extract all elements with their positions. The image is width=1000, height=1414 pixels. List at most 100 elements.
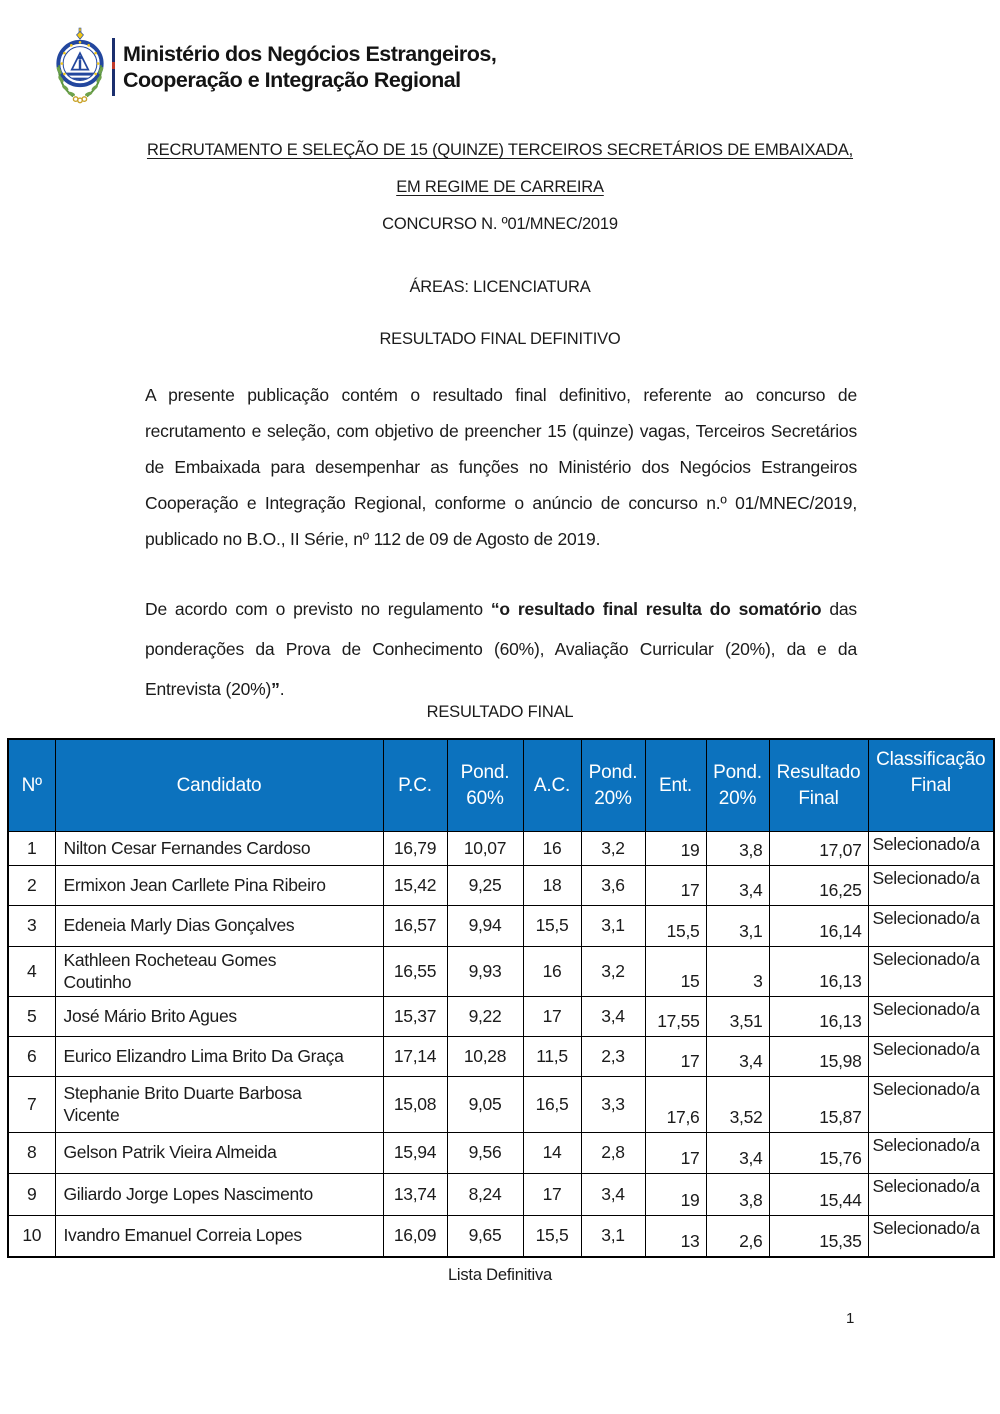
cell-resultado: 16,13 bbox=[768, 946, 869, 997]
cell-resultado: 16,13 bbox=[768, 996, 869, 1037]
cell-pond20b: 3,51 bbox=[705, 996, 770, 1037]
resultado-final-heading: RESULTADO FINAL bbox=[426, 703, 574, 721]
cell-classificacao: Selecionado/a bbox=[867, 1076, 995, 1133]
table-row: 1 Nilton Cesar Fernandes Cardoso 16,79 10,0… bbox=[7, 831, 995, 866]
cell-name: Eurico Elizandro Lima Brito Da Graça bbox=[54, 1036, 384, 1077]
cell-no: 6 bbox=[7, 1036, 56, 1077]
cell-ac: 17 bbox=[522, 1173, 582, 1216]
cell-classificacao: Selecionado/a bbox=[867, 905, 995, 947]
col-header-ac: A.C. bbox=[522, 738, 582, 832]
cell-name: Ivandro Emanuel Correia Lopes bbox=[54, 1215, 384, 1257]
cell-name: Stephanie Brito Duarte Barbosa Vicente bbox=[54, 1076, 384, 1133]
table-row: 4 Kathleen Rocheteau Gomes Coutinho 16,55 9… bbox=[7, 946, 995, 997]
areas-heading: ÁREAS: LICENCIATURA bbox=[409, 278, 591, 296]
table-row: 5 José Mário Brito Agues 15,37 9,22 17 3,4 17,… bbox=[7, 996, 995, 1037]
cell-no: 7 bbox=[7, 1076, 56, 1133]
cell-resultado: 15,35 bbox=[768, 1215, 869, 1257]
cell-classificacao: Selecionado/a bbox=[867, 865, 995, 906]
cell-ent: 17,55 bbox=[644, 996, 707, 1037]
table-row: 8 Gelson Patrik Vieira Almeida 15,94 9,56 14… bbox=[7, 1132, 995, 1174]
cell-ent: 19 bbox=[644, 1173, 707, 1216]
col-header-no: Nº bbox=[7, 738, 56, 832]
resultado-definitivo-heading: RESULTADO FINAL DEFINITIVO bbox=[379, 330, 621, 348]
cell-ac: 11,5 bbox=[522, 1036, 582, 1077]
cell-pond20a: 3,4 bbox=[580, 1173, 646, 1216]
cell-pond20b: 2,6 bbox=[705, 1215, 770, 1257]
regulation-close-quote: ” bbox=[271, 678, 280, 699]
cell-pond60: 9,94 bbox=[446, 905, 524, 947]
col-header-classificacao: Classificação Final bbox=[867, 738, 995, 832]
cell-pc: 15,37 bbox=[382, 996, 448, 1037]
cell-no: 9 bbox=[7, 1173, 56, 1216]
cell-pond20b: 3,52 bbox=[705, 1076, 770, 1133]
cell-pc: 15,94 bbox=[382, 1132, 448, 1174]
cell-pc: 13,74 bbox=[382, 1173, 448, 1216]
cell-ent: 17,6 bbox=[644, 1076, 707, 1133]
cell-pc: 16,79 bbox=[382, 831, 448, 866]
doc-title-line1: RECRUTAMENTO E SELEÇÃO DE 15 (QUINZE) TE… bbox=[146, 141, 854, 159]
table-row: 6 Eurico Elizandro Lima Brito Da Graça 17,… bbox=[7, 1036, 995, 1077]
cell-resultado: 16,14 bbox=[768, 905, 869, 947]
table-row: 10 Ivandro Emanuel Correia Lopes 16,09 9,65… bbox=[7, 1215, 995, 1257]
cell-pond60: 9,22 bbox=[446, 996, 524, 1037]
cell-no: 8 bbox=[7, 1132, 56, 1174]
cell-pond20a: 3,1 bbox=[580, 905, 646, 947]
cell-ent: 17 bbox=[644, 1036, 707, 1077]
results-table: Nº Candidato P.C. Pond. 60% A.C. Pond. 2… bbox=[7, 738, 995, 1258]
cell-pond20a: 3,2 bbox=[580, 946, 646, 997]
cell-pc: 15,08 bbox=[382, 1076, 448, 1133]
ministry-name: Ministério dos Negócios Estrangeiros, Co… bbox=[123, 41, 497, 93]
cell-ac: 18 bbox=[522, 865, 582, 906]
col-header-pond60: Pond. 60% bbox=[446, 738, 524, 832]
table-row: 2 Ermixon Jean Carllete Pina Ribeiro 15,42… bbox=[7, 865, 995, 906]
results-table-body: 1 Nilton Cesar Fernandes Cardoso 16,79 10,0… bbox=[7, 831, 995, 1257]
cell-resultado: 15,44 bbox=[768, 1173, 869, 1216]
cell-pond20a: 3,4 bbox=[580, 996, 646, 1037]
cell-ac: 15,5 bbox=[522, 905, 582, 947]
cell-name: Kathleen Rocheteau Gomes Coutinho bbox=[54, 946, 384, 997]
cell-pond60: 9,25 bbox=[446, 865, 524, 906]
cell-pond20b: 3,4 bbox=[705, 1132, 770, 1174]
cell-no: 2 bbox=[7, 865, 56, 906]
cell-name: Giliardo Jorge Lopes Nascimento bbox=[54, 1173, 384, 1216]
cell-pond60: 10,07 bbox=[446, 831, 524, 866]
page-number: 1 bbox=[846, 1310, 855, 1327]
cell-no: 10 bbox=[7, 1215, 56, 1257]
cell-pond20b: 3,1 bbox=[705, 905, 770, 947]
cell-resultado: 17,07 bbox=[768, 831, 869, 866]
cell-ent: 19 bbox=[644, 831, 707, 866]
cell-ac: 14 bbox=[522, 1132, 582, 1174]
table-row: 9 Giliardo Jorge Lopes Nascimento 13,74 8,2… bbox=[7, 1173, 995, 1216]
cell-ac: 16,5 bbox=[522, 1076, 582, 1133]
regulation-mid: das ponderações da Prova de Conhecimento… bbox=[145, 598, 857, 699]
cell-ent: 15 bbox=[644, 946, 707, 997]
regulation-bold-quote: “o resultado final resulta do somatório bbox=[490, 598, 822, 619]
cell-ent: 17 bbox=[644, 865, 707, 906]
cell-classificacao: Selecionado/a bbox=[867, 996, 995, 1037]
cell-ac: 15,5 bbox=[522, 1215, 582, 1257]
col-header-resultado: Resultado Final bbox=[768, 738, 869, 832]
cell-resultado: 16,25 bbox=[768, 865, 869, 906]
cell-classificacao: Selecionado/a bbox=[867, 1215, 995, 1257]
cell-no: 1 bbox=[7, 831, 56, 866]
col-header-pond20a: Pond. 20% bbox=[580, 738, 646, 832]
cell-name: José Mário Brito Agues bbox=[54, 996, 384, 1037]
col-header-pc: P.C. bbox=[382, 738, 448, 832]
results-table-wrap: Nº Candidato P.C. Pond. 60% A.C. Pond. 2… bbox=[7, 738, 995, 1258]
cell-classificacao: Selecionado/a bbox=[867, 1132, 995, 1174]
regulation-paragraph: De acordo com o previsto no regulamento … bbox=[145, 589, 857, 709]
cell-pond20a: 2,8 bbox=[580, 1132, 646, 1174]
cell-ent: 13 bbox=[644, 1215, 707, 1257]
table-row: 7 Stephanie Brito Duarte Barbosa Vicente 1… bbox=[7, 1076, 995, 1133]
cell-pc: 15,42 bbox=[382, 865, 448, 906]
lista-definitiva-caption: Lista Definitiva bbox=[447, 1266, 553, 1284]
regulation-post: . bbox=[279, 678, 285, 699]
ministry-name-line1: Ministério dos Negócios Estrangeiros, bbox=[123, 41, 497, 66]
cell-classificacao: Selecionado/a bbox=[867, 1036, 995, 1077]
table-row: 3 Edeneia Marly Dias Gonçalves 16,57 9,94 15… bbox=[7, 905, 995, 947]
cell-pc: 16,55 bbox=[382, 946, 448, 997]
cell-resultado: 15,87 bbox=[768, 1076, 869, 1133]
doc-title-line3: CONCURSO N. º01/MNEC/2019 bbox=[382, 215, 618, 233]
cell-classificacao: Selecionado/a bbox=[867, 831, 995, 866]
